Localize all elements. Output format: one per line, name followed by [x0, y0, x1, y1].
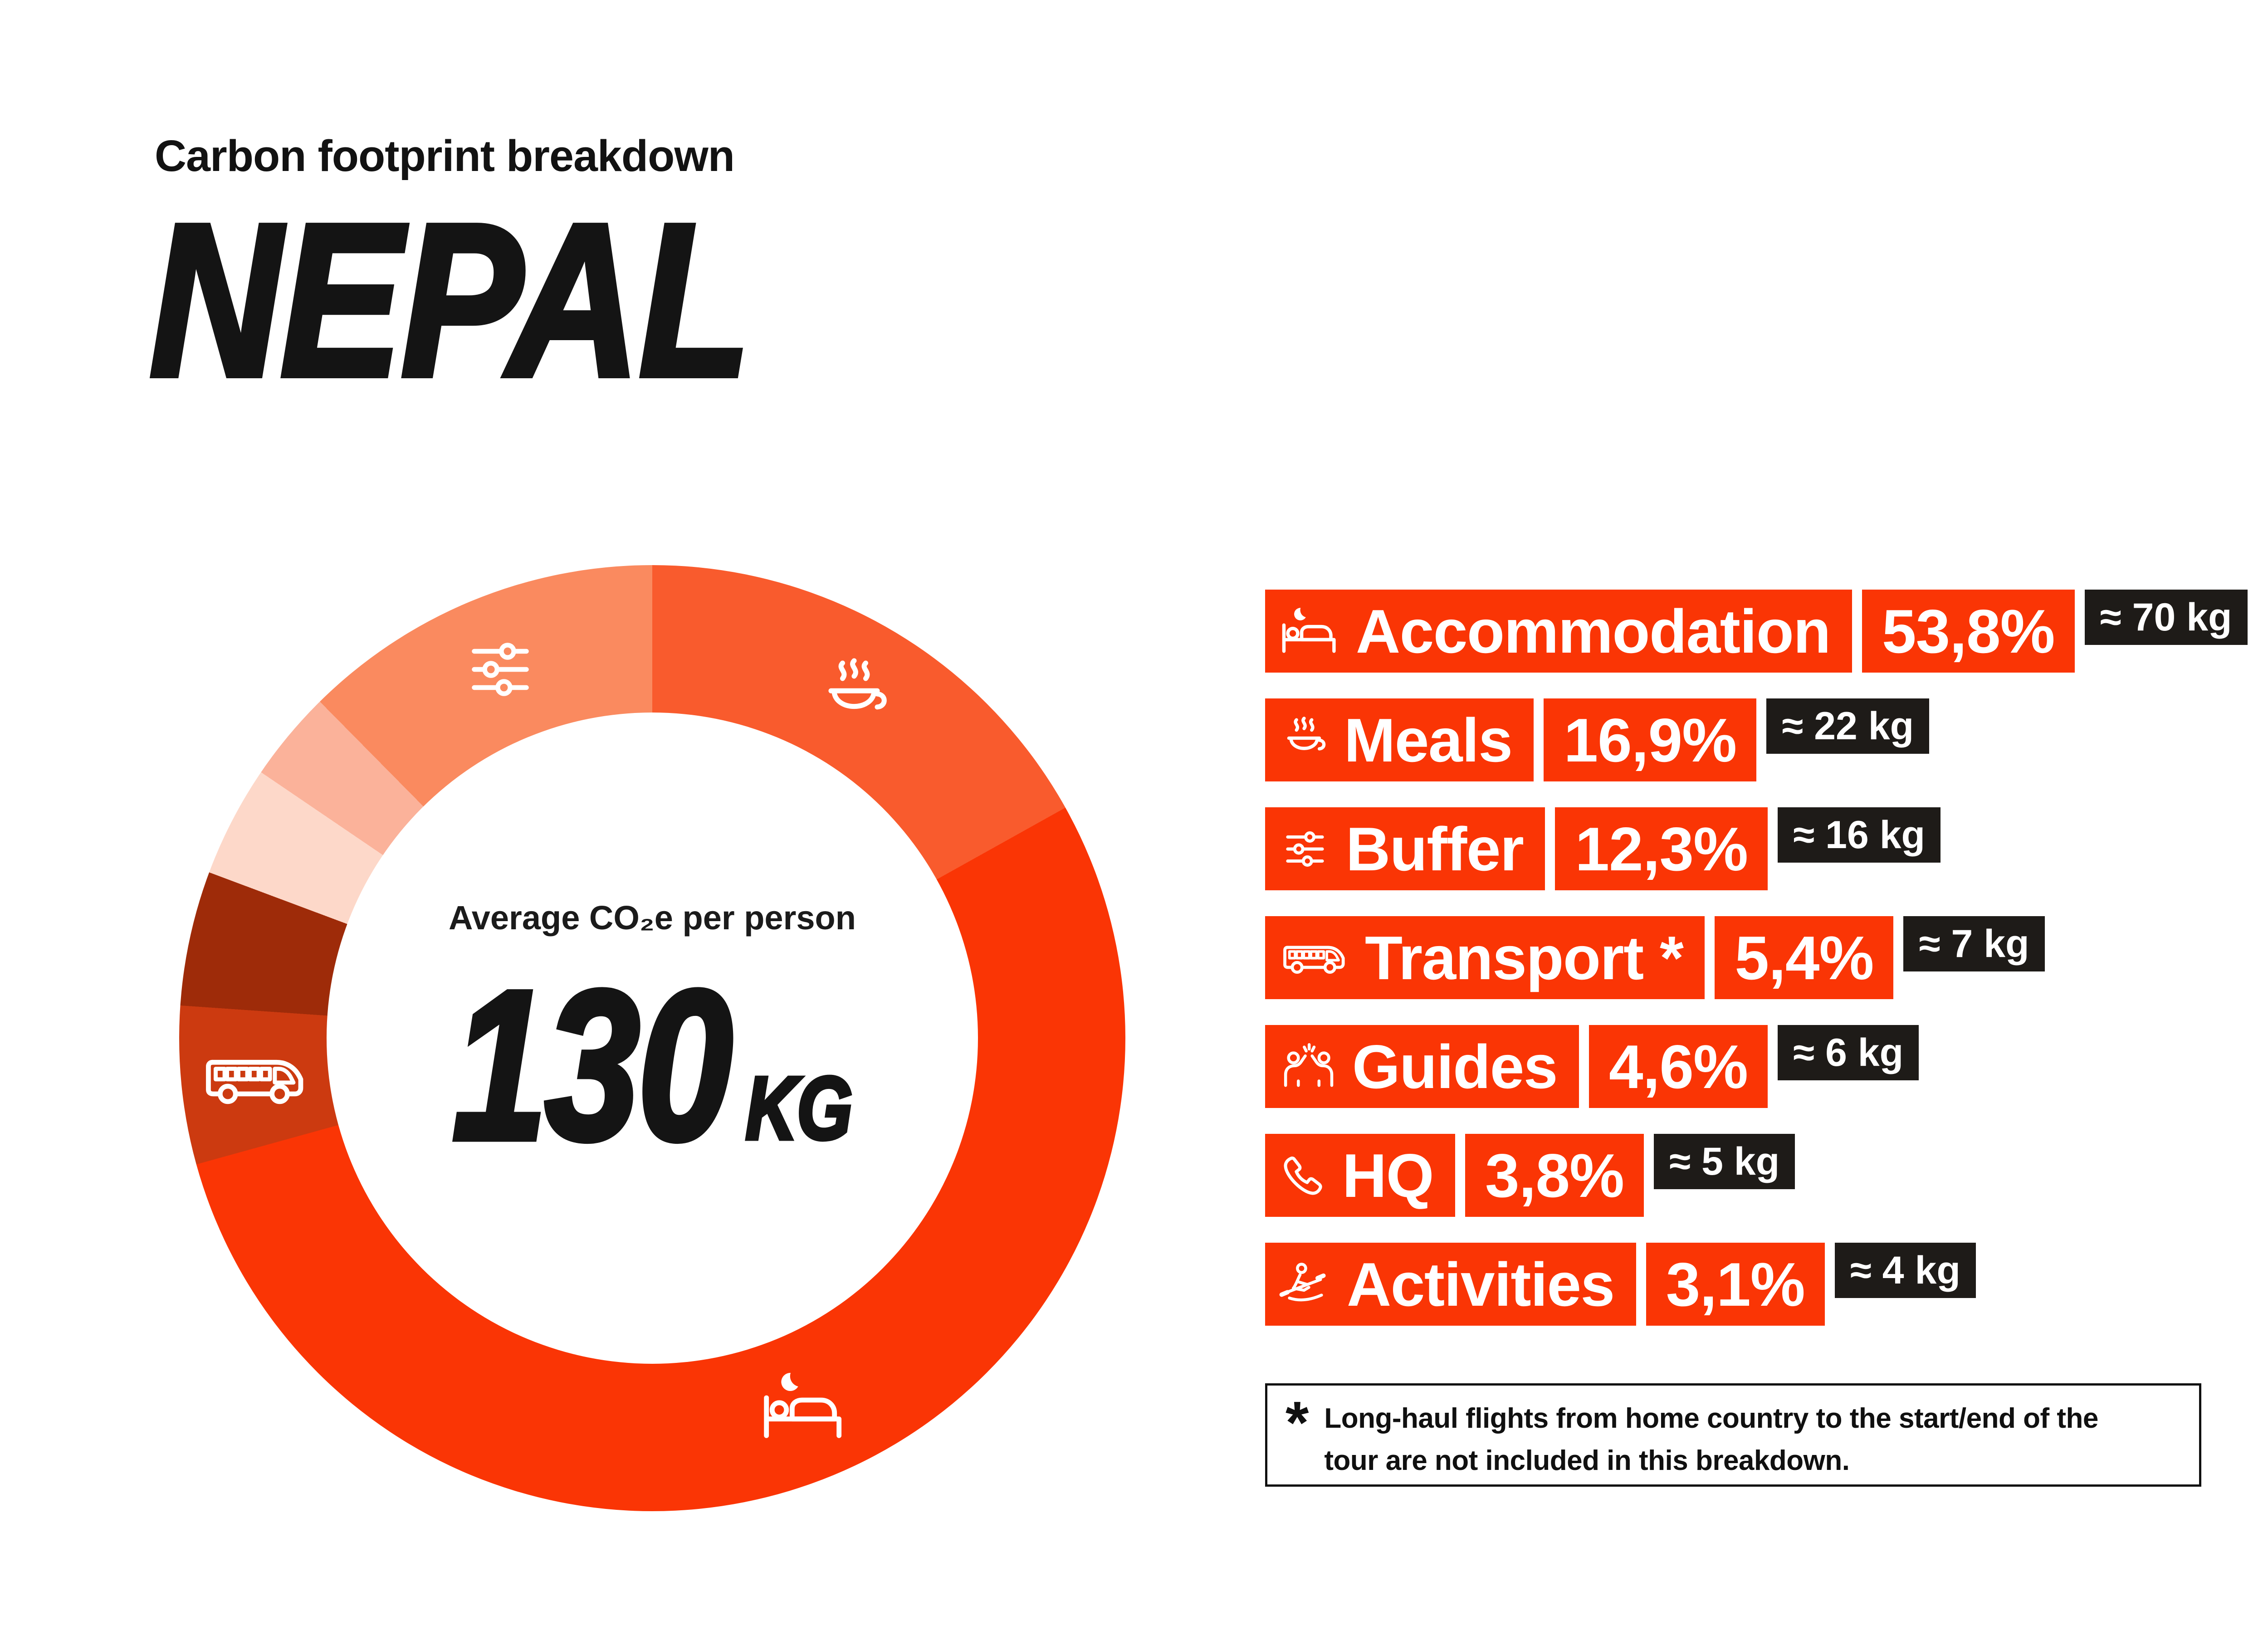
legend-kg-badge: ≈ 6 kg [1777, 1025, 1919, 1080]
country-title: NEPAL [147, 179, 753, 421]
legend: Accommodation 53,8% ≈ 70 kg Meals 16,9% … [1265, 590, 2248, 1352]
legend-kg-badge: ≈ 70 kg [2084, 590, 2248, 645]
kayak-icon [1279, 1259, 1332, 1309]
legend-percent: 53,8% [1862, 590, 2075, 673]
steaming-cup-icon [816, 655, 893, 732]
legend-label-box: Meals [1265, 698, 1534, 781]
legend-label-box: Guides [1265, 1025, 1579, 1108]
page-subtitle: Carbon footprint breakdown [155, 131, 735, 181]
legend-label: Activities [1347, 1249, 1615, 1319]
bus-icon [1279, 932, 1350, 983]
center-metric-label: Average CO₂e per person [449, 899, 856, 937]
legend-kg-badge: ≈ 4 kg [1834, 1243, 1976, 1298]
sliders-icon [1279, 825, 1331, 873]
donut-hole [327, 713, 978, 1364]
legend-label: Buffer [1346, 814, 1524, 883]
legend-percent: 16,9% [1544, 698, 1757, 781]
donut-chart: Average CO₂e per person 130 KG [179, 565, 1125, 1511]
legend-label: Guides [1352, 1032, 1558, 1101]
legend-label-box: Transport * [1265, 916, 1705, 999]
bed-moon-icon [1279, 605, 1341, 658]
legend-row-hq: HQ 3,8% ≈ 5 kg [1265, 1134, 2248, 1217]
asterisk-marker: * [1286, 1389, 1309, 1456]
legend-row-accommodation: Accommodation 53,8% ≈ 70 kg [1265, 590, 2248, 673]
legend-label: Meals [1344, 705, 1513, 775]
legend-row-activities: Activities 3,1% ≈ 4 kg [1265, 1243, 2248, 1326]
center-total-value: 130 [450, 946, 735, 1184]
legend-label-box: Accommodation [1265, 590, 1852, 673]
legend-percent: 3,1% [1646, 1243, 1825, 1326]
legend-percent: 5,4% [1715, 916, 1894, 999]
legend-label: HQ [1342, 1141, 1434, 1210]
center-value-row: 130 KG [450, 946, 854, 1184]
legend-percent: 3,8% [1465, 1134, 1644, 1217]
steaming-cup-icon [1279, 715, 1330, 766]
legend-kg-badge: ≈ 22 kg [1766, 698, 1930, 754]
legend-kg-badge: ≈ 7 kg [1903, 916, 2045, 971]
legend-label-box: Buffer [1265, 807, 1545, 890]
legend-row-buffer: Buffer 12,3% ≈ 16 kg [1265, 807, 2248, 890]
footnote-text: Long-haul flights from home country to t… [1324, 1403, 2098, 1476]
legend-label: Transport * [1365, 923, 1684, 992]
legend-kg-badge: ≈ 16 kg [1778, 807, 1941, 863]
legend-percent: 12,3% [1555, 807, 1768, 890]
legend-label-box: Activities [1265, 1243, 1636, 1326]
center-total-unit: KG [744, 1059, 854, 1158]
footnote-box: * Long-haul flights from home country to… [1265, 1383, 2201, 1487]
donut-center: Average CO₂e per person 130 KG [327, 713, 978, 1364]
legend-row-transport: Transport * 5,4% ≈ 7 kg [1265, 916, 2248, 999]
phone-icon [1279, 1151, 1328, 1200]
legend-label: Accommodation [1356, 596, 1831, 666]
bed-moon-icon [759, 1368, 850, 1445]
legend-row-meals: Meals 16,9% ≈ 22 kg [1265, 698, 2248, 781]
legend-row-guides: Guides 4,6% ≈ 6 kg [1265, 1025, 2248, 1108]
high-five-icon [1279, 1042, 1338, 1092]
sliders-icon [461, 633, 540, 706]
bus-icon [199, 1038, 312, 1119]
legend-label-box: HQ [1265, 1134, 1455, 1217]
legend-percent: 4,6% [1589, 1025, 1768, 1108]
legend-kg-badge: ≈ 5 kg [1653, 1134, 1795, 1189]
